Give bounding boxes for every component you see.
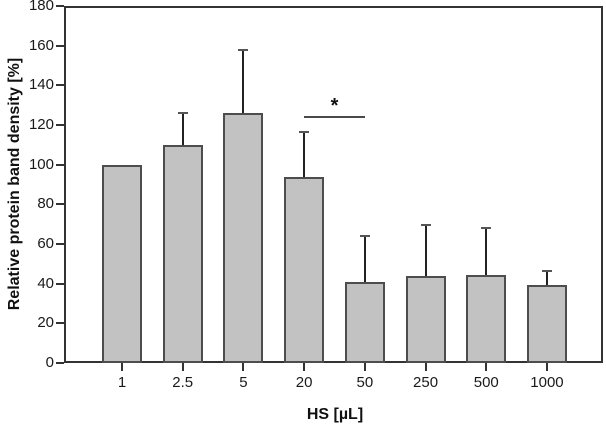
y-axis-tick: [56, 124, 64, 126]
error-bar-cap-5: [238, 48, 249, 51]
y-axis-tick: [56, 322, 64, 325]
error-bar-2.5: [181, 113, 184, 145]
y-axis-tick: [56, 362, 64, 364]
x-axis-tick: [303, 363, 306, 371]
y-axis-tick: [56, 84, 64, 87]
error-bar-cap-1000: [541, 269, 552, 272]
y-axis-tick: [56, 243, 64, 245]
y-axis-tick: [56, 282, 64, 285]
bar-1000: [526, 284, 567, 363]
error-bar-cap-20: [299, 130, 310, 133]
x-axis-tick: [242, 363, 245, 371]
bar-2.5: [162, 144, 203, 363]
y-axis-tick-label: 40: [37, 274, 54, 292]
bar-250: [405, 275, 446, 363]
x-axis-tick: [545, 363, 548, 371]
error-bar-cap-500: [481, 227, 492, 230]
error-bar-50: [363, 236, 366, 282]
y-axis-title: Relative protein band density [%]: [6, 57, 23, 311]
bar-1: [102, 164, 142, 363]
y-axis-tick: [56, 44, 64, 47]
x-axis-tick-label: 250: [413, 374, 439, 391]
bar-500: [466, 274, 507, 363]
y-axis-tick: [56, 163, 64, 166]
x-axis-tick: [424, 363, 427, 371]
x-axis-tick: [363, 363, 366, 371]
y-axis-tick-label: 20: [37, 314, 54, 332]
y-axis-tick-label: 180: [28, 0, 54, 14]
x-axis-tick: [485, 363, 488, 371]
error-bar-1000: [545, 270, 548, 285]
x-axis-tick-label: 1: [117, 374, 127, 391]
plot-area: [64, 6, 603, 363]
y-axis-tick-label: 60: [37, 235, 54, 252]
y-axis-tick-label: 80: [37, 195, 54, 213]
x-axis-tick-label: 1000: [530, 374, 564, 391]
error-bar-cap-50: [359, 235, 370, 238]
y-axis-tick: [56, 5, 64, 7]
x-axis-tick: [181, 363, 184, 371]
error-bar-20: [303, 131, 306, 177]
x-axis-tick-label: 500: [473, 374, 499, 391]
error-bar-cap-250: [420, 224, 431, 227]
y-axis-tick: [56, 203, 64, 206]
error-bar-cap-2.5: [177, 112, 188, 115]
y-axis-tick-label: 0: [45, 354, 54, 371]
x-axis-tick-label: 5: [239, 374, 248, 391]
y-axis-tick-label: 140: [28, 76, 54, 94]
error-bar-500: [485, 228, 488, 275]
bar-20: [284, 176, 325, 363]
bar-50: [344, 281, 385, 363]
significance-line: [304, 116, 365, 119]
error-bar-250: [424, 225, 427, 276]
y-axis-tick-label: 100: [28, 155, 54, 173]
y-axis-tick-label: 120: [28, 116, 54, 133]
x-axis-tick-label: 50: [356, 374, 374, 391]
x-axis-tick-label: 20: [295, 374, 313, 391]
y-axis-tick-label: 160: [28, 36, 54, 54]
x-axis-tick: [121, 363, 123, 371]
x-axis-tick-label: 2.5: [172, 374, 194, 391]
x-axis-title: HS [µL]: [306, 406, 364, 423]
error-bar-5: [242, 49, 245, 114]
bar-5: [223, 113, 264, 363]
significance-asterisk: *: [330, 95, 339, 118]
